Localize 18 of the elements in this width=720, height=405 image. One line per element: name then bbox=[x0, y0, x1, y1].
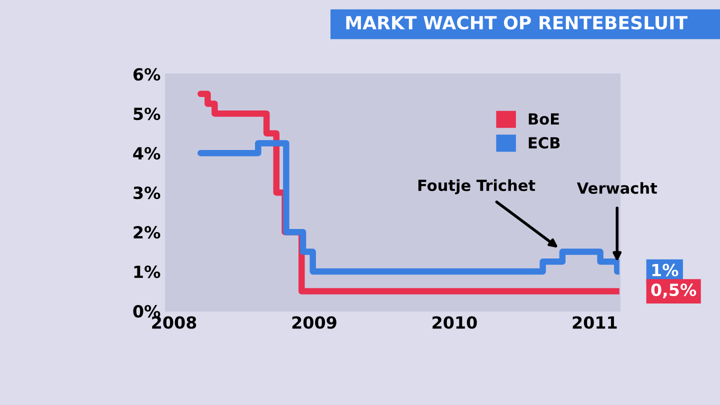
y-tick-label: 2% bbox=[134, 226, 160, 239]
y-tick-label: 4% bbox=[133, 147, 160, 160]
legend-label: BoE bbox=[528, 113, 559, 125]
chart-title: MARKT WACHT OP RENTEBESLUIT bbox=[346, 16, 688, 30]
x-tick-label: 2009 bbox=[292, 316, 336, 329]
y-tick-label: 5% bbox=[134, 108, 160, 120]
annotation: 0,5% bbox=[651, 284, 696, 298]
y-tick-label: 6% bbox=[133, 68, 160, 81]
x-tick-label: 2008 bbox=[152, 316, 196, 329]
x-tick-label: 2011 bbox=[572, 316, 617, 329]
x-tick-label: 2010 bbox=[432, 316, 477, 329]
y-tick-label: 3% bbox=[134, 186, 160, 200]
legend-label: ECB bbox=[528, 137, 560, 149]
annotation: Foutje Trichet bbox=[418, 179, 536, 194]
annotation: Verwacht bbox=[576, 182, 658, 194]
y-tick-label: 1% bbox=[134, 266, 160, 278]
y-tick-label: 0% bbox=[133, 305, 160, 318]
annotation: 1% bbox=[652, 264, 678, 276]
